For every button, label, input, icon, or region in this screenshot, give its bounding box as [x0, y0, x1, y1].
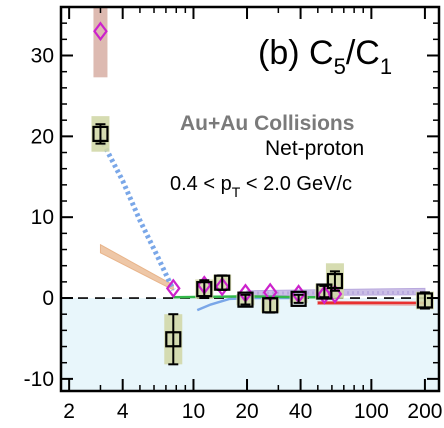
negative-region — [61, 298, 439, 391]
axis-ticks: -10 0 10 20 30 2 4 10 20 40 100 200 — [24, 6, 442, 423]
x-tick-label-6: 200 — [407, 400, 442, 423]
square-point-9 — [416, 292, 434, 309]
x-tick-label-3: 20 — [235, 400, 258, 423]
plot-frame — [59, 5, 441, 393]
plot-marks — [61, 7, 439, 366]
square-point-8 — [326, 272, 344, 290]
panel-label: (b) C5/C1 — [258, 34, 392, 79]
square-point-6 — [290, 290, 307, 307]
system-label: Au+Au Collisions — [180, 112, 354, 135]
y-tick-label-3: 20 — [31, 125, 54, 148]
diamond-point-1 — [165, 278, 181, 299]
x-tick-label-0: 2 — [63, 400, 75, 423]
model-curve-0 — [98, 136, 176, 292]
y-tick-label-0: -10 — [24, 368, 54, 391]
y-tick-label-1: 0 — [42, 287, 54, 310]
species-label: Net-proton — [265, 137, 364, 160]
square-point-0 — [92, 125, 109, 143]
y-tick-label-2: 10 — [31, 206, 54, 229]
diamond-sys-box-0 — [93, 7, 108, 78]
square-point-4 — [237, 291, 254, 308]
diamond-point-3 — [214, 276, 230, 297]
x-tick-label-2: 10 — [182, 400, 205, 423]
model-band-0 — [99, 243, 174, 291]
diamond-point-0 — [93, 21, 108, 42]
y-tick-label-4: 30 — [31, 45, 54, 68]
square-point-2 — [196, 281, 213, 298]
square-point-5 — [262, 297, 279, 314]
diamond-point-7 — [316, 284, 332, 305]
square-point-1 — [165, 331, 182, 348]
pt-range-label: 0.4 < pT < 2.0 GeV/c — [170, 173, 352, 200]
x-tick-label-5: 100 — [354, 400, 389, 423]
x-tick-label-1: 4 — [117, 400, 129, 423]
square-point-3 — [214, 274, 231, 291]
x-tick-label-4: 40 — [289, 400, 312, 423]
